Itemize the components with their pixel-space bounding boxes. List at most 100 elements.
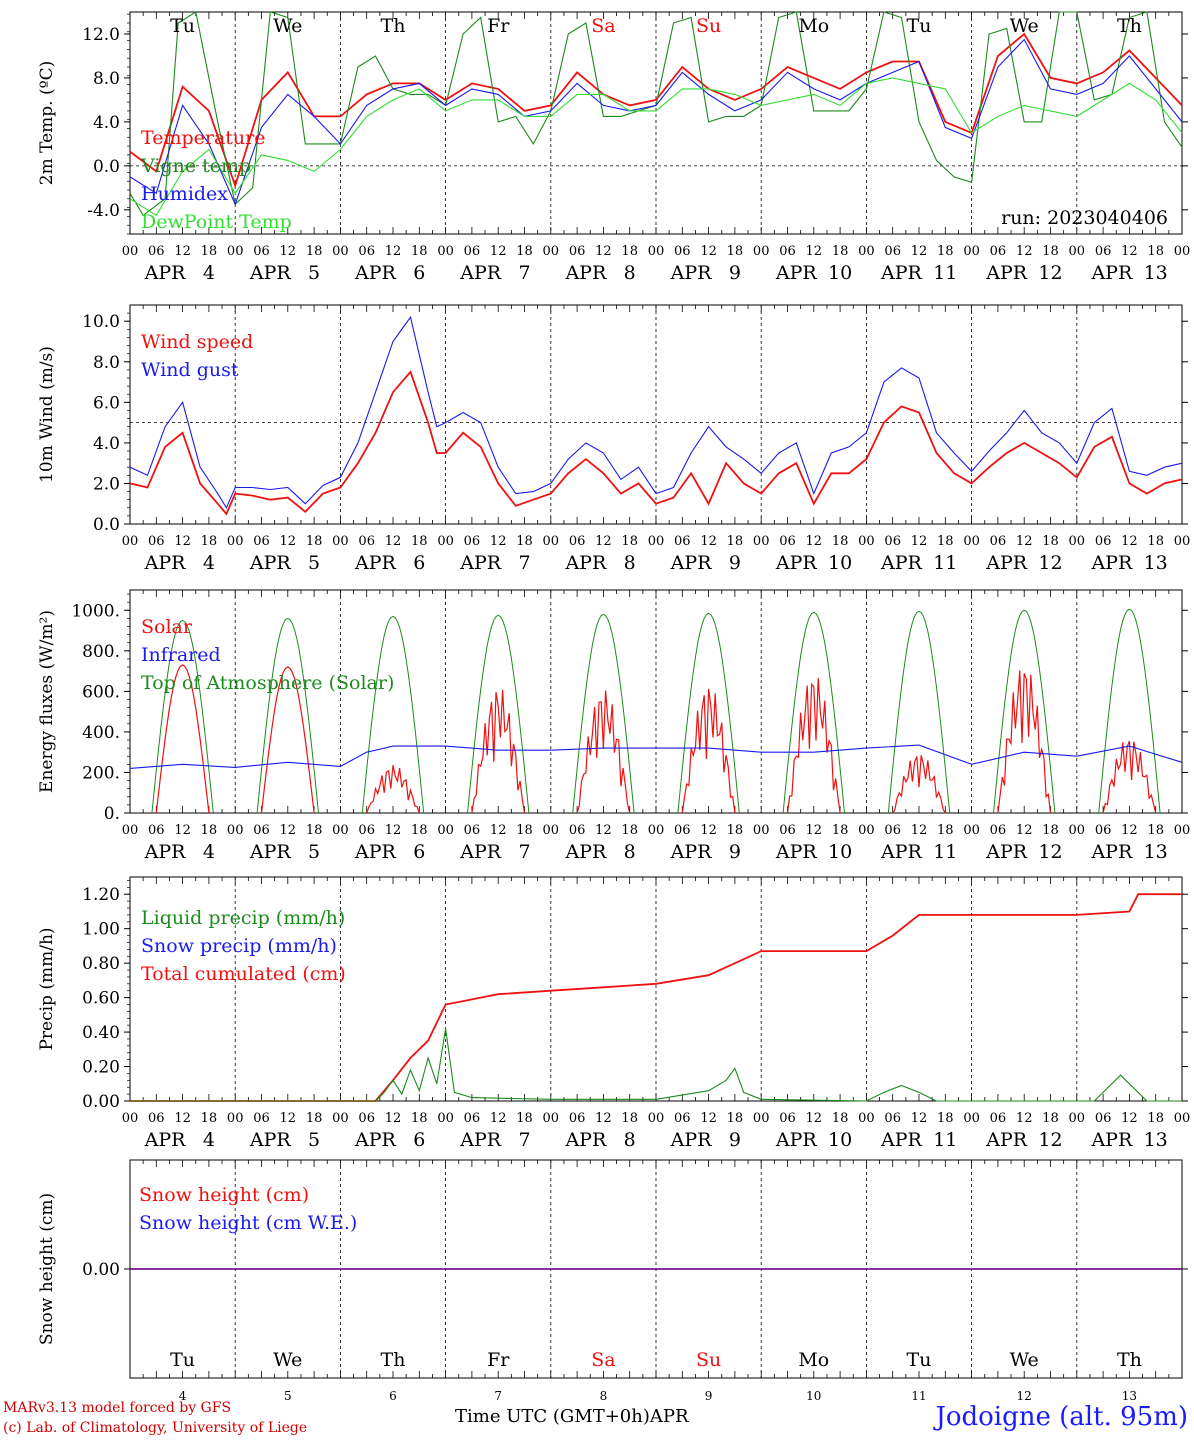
legend-entry: Snow precip (mm/h) xyxy=(141,935,337,957)
y-axis-label: Snow height (cm) xyxy=(37,1193,57,1345)
day-number-label: 5 xyxy=(308,841,320,863)
hour-label: 12 xyxy=(280,823,297,838)
hour-label: 00 xyxy=(858,244,875,259)
month-label: APR xyxy=(880,262,923,284)
day-number-label: 11 xyxy=(911,1389,926,1403)
day-number-label: 6 xyxy=(413,841,425,863)
month-label: APR xyxy=(649,1406,689,1427)
hour-label: 06 xyxy=(884,823,901,838)
hour-label: 18 xyxy=(621,534,638,549)
hour-label: 06 xyxy=(990,1111,1007,1126)
day-number-label: 12 xyxy=(1038,262,1062,284)
month-label: APR xyxy=(880,1129,923,1151)
hour-label: 06 xyxy=(1095,1111,1112,1126)
hour-label: 00 xyxy=(753,1111,770,1126)
day-number-label: 5 xyxy=(308,262,320,284)
hour-label: 06 xyxy=(358,823,375,838)
hour-label: 18 xyxy=(1147,1111,1164,1126)
hour-label: 18 xyxy=(516,1111,533,1126)
solar-line xyxy=(892,755,946,814)
toa-solar-line xyxy=(467,614,530,814)
day-number-label: 9 xyxy=(729,262,741,284)
hour-label: 00 xyxy=(543,1111,560,1126)
hour-label: 06 xyxy=(569,244,586,259)
weekday-label: Fr xyxy=(487,15,510,37)
y-axis-label: Precip (mm/h) xyxy=(37,927,57,1050)
panel-frame xyxy=(129,589,1183,814)
toa-solar-line xyxy=(677,612,740,814)
hour-label: 00 xyxy=(227,823,244,838)
panel-5: 0.00 Snow height (cm) Snow height (cm) Snow… xyxy=(37,1159,1188,1403)
month-label: APR xyxy=(985,841,1028,863)
day-number-label: 7 xyxy=(518,841,530,863)
day-number-label: 5 xyxy=(308,552,320,574)
hour-label: 12 xyxy=(806,244,823,259)
hour-label: 18 xyxy=(516,823,533,838)
hour-label: 00 xyxy=(332,244,349,259)
hour-label: 00 xyxy=(753,244,770,259)
hour-label: 00 xyxy=(437,823,454,838)
hour-label: 00 xyxy=(648,823,665,838)
y-tick-label: 0.80 xyxy=(82,954,120,974)
hour-label: 18 xyxy=(727,534,744,549)
month-label: APR xyxy=(459,552,502,574)
hour-label: 18 xyxy=(621,1111,638,1126)
month-label: APR xyxy=(459,262,502,284)
hour-label: 12 xyxy=(595,244,612,259)
hour-label: 06 xyxy=(884,1111,901,1126)
hour-label: 18 xyxy=(937,534,954,549)
y-tick-label: 0.60 xyxy=(82,989,120,1009)
day-number-label: 7 xyxy=(494,1389,502,1403)
hour-label: 00 xyxy=(543,244,560,259)
hour-label: 06 xyxy=(569,534,586,549)
hour-label: 00 xyxy=(543,823,560,838)
day-number-label: 12 xyxy=(1017,1389,1032,1403)
legend-entry: Temperature xyxy=(141,127,265,149)
month-label: APR xyxy=(880,841,923,863)
weekday-label: Tu xyxy=(170,15,195,37)
y-tick-label: 4.0 xyxy=(93,434,120,454)
legend-entry: Liquid precip (mm/h) xyxy=(141,907,345,929)
hour-label: 06 xyxy=(148,1111,165,1126)
series-line xyxy=(129,370,1183,516)
hour-label: 18 xyxy=(411,244,428,259)
hour-label: 00 xyxy=(122,534,139,549)
day-number-label: 8 xyxy=(624,841,636,863)
hour-label: 06 xyxy=(779,823,796,838)
day-number-label: 8 xyxy=(624,1129,636,1151)
day-number-label: 11 xyxy=(933,262,957,284)
hour-label: 12 xyxy=(1121,823,1138,838)
toa-solar-line xyxy=(782,611,845,814)
hour-label: 00 xyxy=(963,1111,980,1126)
hour-label: 12 xyxy=(385,244,402,259)
solar-line xyxy=(155,664,210,814)
hour-label: 06 xyxy=(464,244,481,259)
solar-line xyxy=(681,688,736,814)
month-label: APR xyxy=(775,262,818,284)
legend-entry: Snow height (cm W.E.) xyxy=(139,1212,357,1234)
day-number-label: 7 xyxy=(518,552,530,574)
y-tick-label: 800. xyxy=(82,642,120,662)
hour-label: 06 xyxy=(253,244,270,259)
solar-line xyxy=(997,670,1052,814)
hour-label: 06 xyxy=(674,244,691,259)
legend-entry: Top of Atmosphere (Solar) xyxy=(141,672,394,694)
series-line xyxy=(129,77,1183,217)
hour-label: 12 xyxy=(490,534,507,549)
weekday-label: Mo xyxy=(798,15,829,37)
toa-solar-line xyxy=(993,609,1056,814)
day-number-label: 10 xyxy=(828,841,852,863)
hour-label: 12 xyxy=(911,534,928,549)
toa-solar-line xyxy=(1098,608,1161,814)
day-number-label: 4 xyxy=(179,1389,187,1403)
hour-label: 12 xyxy=(806,1111,823,1126)
weekday-label: Su xyxy=(696,15,721,37)
day-number-label: 6 xyxy=(413,1129,425,1151)
hour-label: 00 xyxy=(437,1111,454,1126)
weekday-label: Th xyxy=(1117,15,1142,37)
hour-label: 00 xyxy=(1069,244,1086,259)
month-label: APR xyxy=(354,1129,397,1151)
hour-label: 06 xyxy=(990,823,1007,838)
y-tick-label: 0.0 xyxy=(93,515,120,535)
